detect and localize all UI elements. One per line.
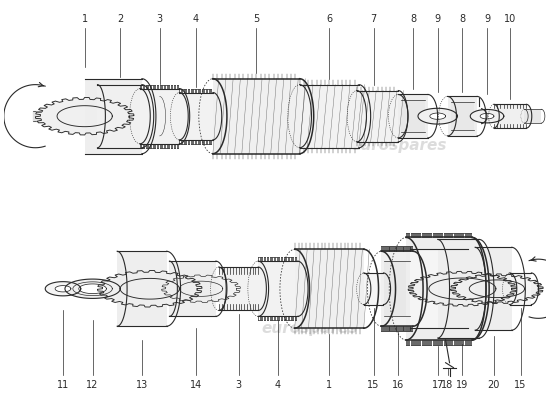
Polygon shape <box>55 286 71 292</box>
Text: 9: 9 <box>434 14 441 24</box>
Text: 3: 3 <box>235 380 241 390</box>
Polygon shape <box>448 96 477 136</box>
Polygon shape <box>117 251 167 326</box>
Text: 12: 12 <box>86 380 99 390</box>
Polygon shape <box>510 273 531 304</box>
Text: 13: 13 <box>136 380 148 390</box>
Text: 20: 20 <box>488 380 500 390</box>
Polygon shape <box>475 247 512 330</box>
Text: 4: 4 <box>193 14 199 24</box>
Polygon shape <box>295 249 364 328</box>
Polygon shape <box>494 104 526 128</box>
Polygon shape <box>162 275 240 302</box>
Text: eurospares: eurospares <box>261 321 358 336</box>
Text: 10: 10 <box>504 14 516 24</box>
Text: 7: 7 <box>371 14 377 24</box>
Text: 9: 9 <box>484 14 490 24</box>
Polygon shape <box>430 113 446 119</box>
Polygon shape <box>300 85 359 148</box>
Polygon shape <box>418 108 458 124</box>
Text: 5: 5 <box>253 14 260 24</box>
Polygon shape <box>450 102 474 130</box>
Text: 8: 8 <box>410 14 416 24</box>
Polygon shape <box>410 249 468 328</box>
Text: 4: 4 <box>275 380 281 390</box>
Text: 19: 19 <box>456 380 469 390</box>
Polygon shape <box>45 282 81 296</box>
Polygon shape <box>398 94 428 138</box>
Text: eurospares: eurospares <box>350 138 447 153</box>
Polygon shape <box>213 79 300 154</box>
Polygon shape <box>85 79 142 154</box>
Polygon shape <box>35 98 134 135</box>
Polygon shape <box>79 284 106 294</box>
Polygon shape <box>219 267 258 310</box>
Polygon shape <box>438 240 479 338</box>
Polygon shape <box>97 270 202 307</box>
Polygon shape <box>408 271 516 306</box>
Text: 18: 18 <box>442 380 454 390</box>
Text: 1: 1 <box>81 14 88 24</box>
Polygon shape <box>179 92 213 140</box>
Polygon shape <box>357 90 398 142</box>
Text: 15: 15 <box>367 380 380 390</box>
Polygon shape <box>384 261 410 316</box>
Text: 2: 2 <box>117 14 123 24</box>
Polygon shape <box>401 100 425 132</box>
Polygon shape <box>470 110 504 123</box>
Polygon shape <box>169 261 216 316</box>
Polygon shape <box>258 261 298 316</box>
Text: 14: 14 <box>190 380 202 390</box>
Polygon shape <box>364 273 383 304</box>
Text: 17: 17 <box>432 380 444 390</box>
Polygon shape <box>140 88 179 144</box>
Polygon shape <box>97 85 142 148</box>
Text: 3: 3 <box>157 14 163 24</box>
Polygon shape <box>65 279 120 298</box>
Text: 6: 6 <box>326 14 332 24</box>
Text: 15: 15 <box>514 380 527 390</box>
Text: 8: 8 <box>459 14 465 24</box>
Polygon shape <box>382 251 413 326</box>
Text: 16: 16 <box>392 380 404 390</box>
Text: 1: 1 <box>326 380 332 390</box>
Polygon shape <box>450 274 543 304</box>
Text: 11: 11 <box>57 380 69 390</box>
Polygon shape <box>525 109 541 123</box>
Polygon shape <box>406 238 472 340</box>
Polygon shape <box>480 114 494 119</box>
